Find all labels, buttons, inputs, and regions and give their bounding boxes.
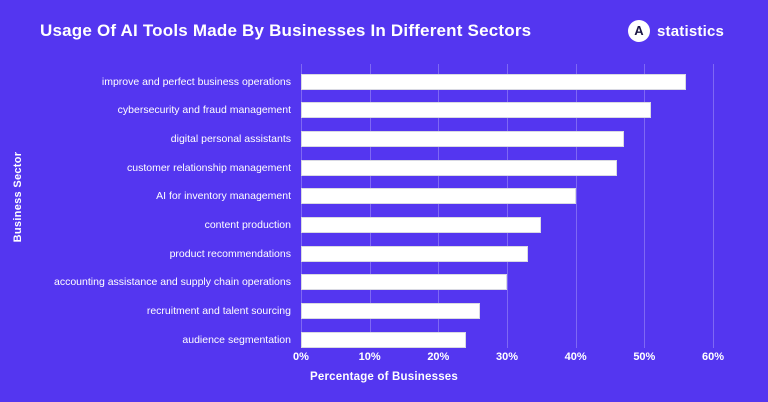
gridline (644, 64, 646, 348)
category-labels: improve and perfect business operations c… (0, 64, 295, 348)
category-label: accounting assistance and supply chain o… (54, 276, 291, 289)
x-tick-label: 30% (495, 351, 519, 363)
gridline (438, 64, 440, 348)
bar (301, 302, 480, 319)
gridline (369, 64, 371, 348)
gridline (301, 64, 302, 348)
plot-area (301, 64, 714, 348)
category-label: cybersecurity and fraud management (117, 104, 291, 117)
bar (301, 159, 617, 176)
category-label: digital personal assistants (170, 132, 291, 145)
bar (301, 188, 576, 205)
bar (301, 245, 528, 262)
gridline (507, 64, 508, 348)
x-tick-label: 60% (701, 351, 725, 363)
category-label: customer relationship management (126, 161, 291, 174)
category-label: product recommendations (169, 247, 291, 260)
category-label: improve and perfect business operations (101, 75, 291, 88)
category-label: AI for inventory management (156, 190, 291, 203)
x-tick-label: 10% (358, 351, 381, 363)
logo-text: statistics (657, 22, 725, 40)
logo-a-icon: A (628, 20, 650, 42)
x-tick-label: 40% (564, 351, 587, 363)
x-tick-label: 20% (427, 351, 450, 363)
x-axis-title: Percentage of Businesses (310, 371, 458, 383)
category-label: content production (204, 218, 291, 231)
x-tick-label: 50% (633, 351, 656, 363)
category-label: recruitment and talent sourcing (146, 304, 291, 317)
bar (301, 216, 542, 233)
bar (301, 130, 624, 147)
page-title: Usage Of AI Tools Made By Businesses In … (40, 21, 532, 40)
bar (301, 274, 507, 291)
category-label: audience segmentation (182, 333, 291, 346)
statistics-logo: A statistics (628, 20, 724, 42)
gridline (575, 64, 577, 348)
gridline (713, 64, 714, 348)
bar (301, 331, 466, 348)
x-tick-label: 0% (293, 351, 309, 363)
bar (301, 73, 686, 90)
bar (301, 102, 652, 119)
